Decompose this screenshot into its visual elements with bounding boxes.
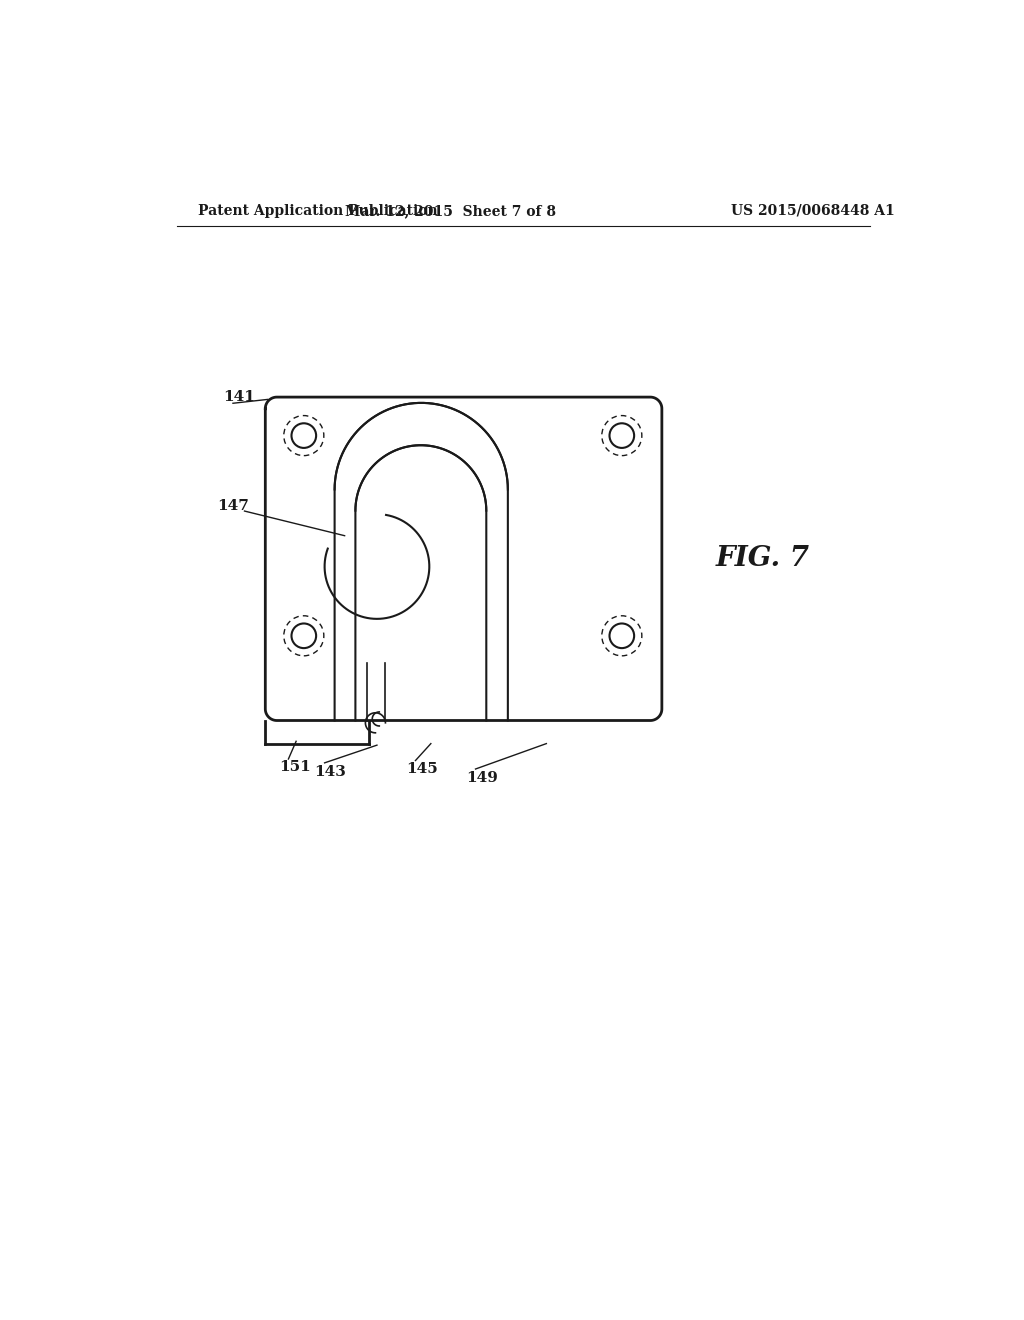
Text: Patent Application Publication: Patent Application Publication bbox=[199, 203, 438, 218]
Text: 143: 143 bbox=[313, 766, 346, 779]
Text: US 2015/0068448 A1: US 2015/0068448 A1 bbox=[731, 203, 895, 218]
Text: 149: 149 bbox=[466, 771, 498, 785]
Text: 151: 151 bbox=[280, 760, 311, 774]
Text: 145: 145 bbox=[407, 762, 438, 776]
Text: Mar. 12, 2015  Sheet 7 of 8: Mar. 12, 2015 Sheet 7 of 8 bbox=[345, 203, 556, 218]
Text: FIG. 7: FIG. 7 bbox=[716, 545, 810, 573]
Text: 147: 147 bbox=[217, 499, 249, 513]
Text: 141: 141 bbox=[223, 391, 255, 404]
